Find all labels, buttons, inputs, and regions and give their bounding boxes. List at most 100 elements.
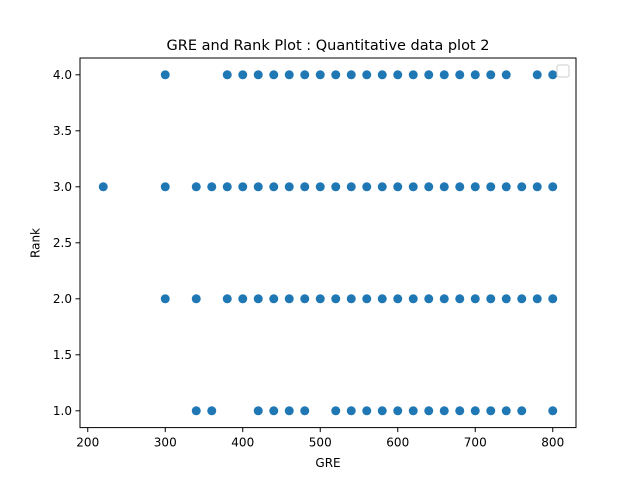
- scatter-point: [424, 182, 434, 192]
- scatter-point: [455, 294, 465, 304]
- scatter-point: [98, 182, 108, 192]
- scatter-point: [408, 182, 418, 192]
- scatter-point: [470, 182, 480, 192]
- scatter-point: [315, 294, 325, 304]
- scatter-point: [346, 294, 356, 304]
- scatter-point: [424, 294, 434, 304]
- scatter-point: [191, 406, 201, 416]
- scatter-point: [300, 182, 310, 192]
- scatter-point: [331, 70, 341, 80]
- scatter-point: [331, 294, 341, 304]
- scatter-point: [408, 70, 418, 80]
- scatter-point: [207, 406, 217, 416]
- scatter-point: [439, 70, 449, 80]
- x-axis-label: GRE: [315, 456, 340, 470]
- scatter-point: [393, 406, 403, 416]
- scatter-point: [548, 294, 558, 304]
- scatter-point: [222, 70, 232, 80]
- y-tick-label: 3.5: [53, 124, 72, 138]
- scatter-point: [439, 294, 449, 304]
- scatter-point: [455, 182, 465, 192]
- scatter-point: [470, 406, 480, 416]
- x-tick-label: 700: [464, 436, 487, 450]
- scatter-point: [315, 182, 325, 192]
- scatter-point: [439, 406, 449, 416]
- scatter-point: [517, 182, 527, 192]
- scatter-point: [486, 294, 496, 304]
- scatter-point: [455, 70, 465, 80]
- scatter-point: [517, 294, 527, 304]
- scatter-point: [191, 294, 201, 304]
- x-tick-label: 400: [231, 436, 254, 450]
- scatter-point: [269, 294, 279, 304]
- scatter-point: [346, 70, 356, 80]
- scatter-point: [486, 406, 496, 416]
- y-axis-ticks: 1.0 1.5 2.0 2.5 3.0 3.5 4.0: [53, 68, 80, 418]
- scatter-point: [269, 406, 279, 416]
- chart-title: GRE and Rank Plot : Quantitative data pl…: [167, 38, 490, 54]
- y-tick-label: 2.5: [53, 236, 72, 250]
- scatter-point: [377, 70, 387, 80]
- scatter-point: [160, 182, 170, 192]
- scatter-point: [362, 294, 372, 304]
- scatter-point: [377, 182, 387, 192]
- scatter-point: [207, 182, 217, 192]
- scatter-point: [238, 70, 248, 80]
- scatter-point: [548, 70, 558, 80]
- scatter-point: [269, 70, 279, 80]
- scatter-point: [470, 294, 480, 304]
- scatter-point: [377, 294, 387, 304]
- scatter-point: [501, 294, 511, 304]
- scatter-point: [470, 70, 480, 80]
- scatter-point: [346, 182, 356, 192]
- y-tick-label: 2.0: [53, 292, 72, 306]
- scatter-point: [253, 294, 263, 304]
- scatter-point: [548, 406, 558, 416]
- y-axis-label: Rank: [29, 228, 43, 258]
- scatter-point: [424, 406, 434, 416]
- scatter-point: [424, 70, 434, 80]
- y-tick-label: 3.0: [53, 180, 72, 194]
- scatter-point: [486, 182, 496, 192]
- scatter-point: [191, 182, 201, 192]
- scatter-point: [160, 70, 170, 80]
- scatter-point: [486, 70, 496, 80]
- scatter-point: [284, 294, 294, 304]
- scatter-point: [377, 406, 387, 416]
- x-tick-label: 600: [386, 436, 409, 450]
- scatter-point: [222, 182, 232, 192]
- scatter-point: [408, 406, 418, 416]
- scatter-point: [532, 182, 542, 192]
- scatter-point: [548, 182, 558, 192]
- scatter-point: [532, 70, 542, 80]
- scatter-point: [300, 294, 310, 304]
- scatter-point: [284, 70, 294, 80]
- scatter-point: [455, 406, 465, 416]
- scatter-point: [362, 406, 372, 416]
- x-tick-label: 200: [76, 436, 99, 450]
- scatter-point: [393, 70, 403, 80]
- scatter-point: [284, 406, 294, 416]
- scatter-point: [300, 70, 310, 80]
- scatter-point: [439, 182, 449, 192]
- scatter-point: [501, 406, 511, 416]
- scatter-point: [238, 182, 248, 192]
- x-tick-label: 300: [154, 436, 177, 450]
- scatter-point: [253, 182, 263, 192]
- scatter-point: [501, 182, 511, 192]
- x-axis-ticks: 200 300 400 500 600 700 800: [76, 427, 564, 450]
- y-tick-label: 1.5: [53, 348, 72, 362]
- legend-box: [556, 64, 570, 78]
- scatter-point: [517, 406, 527, 416]
- scatter-point: [532, 294, 542, 304]
- scatter-point: [393, 182, 403, 192]
- scatter-point: [346, 406, 356, 416]
- scatter-point: [253, 70, 263, 80]
- scatter-point: [362, 70, 372, 80]
- x-tick-label: 800: [541, 436, 564, 450]
- scatter-point: [253, 406, 263, 416]
- scatter-point: [408, 294, 418, 304]
- scatter-point: [393, 294, 403, 304]
